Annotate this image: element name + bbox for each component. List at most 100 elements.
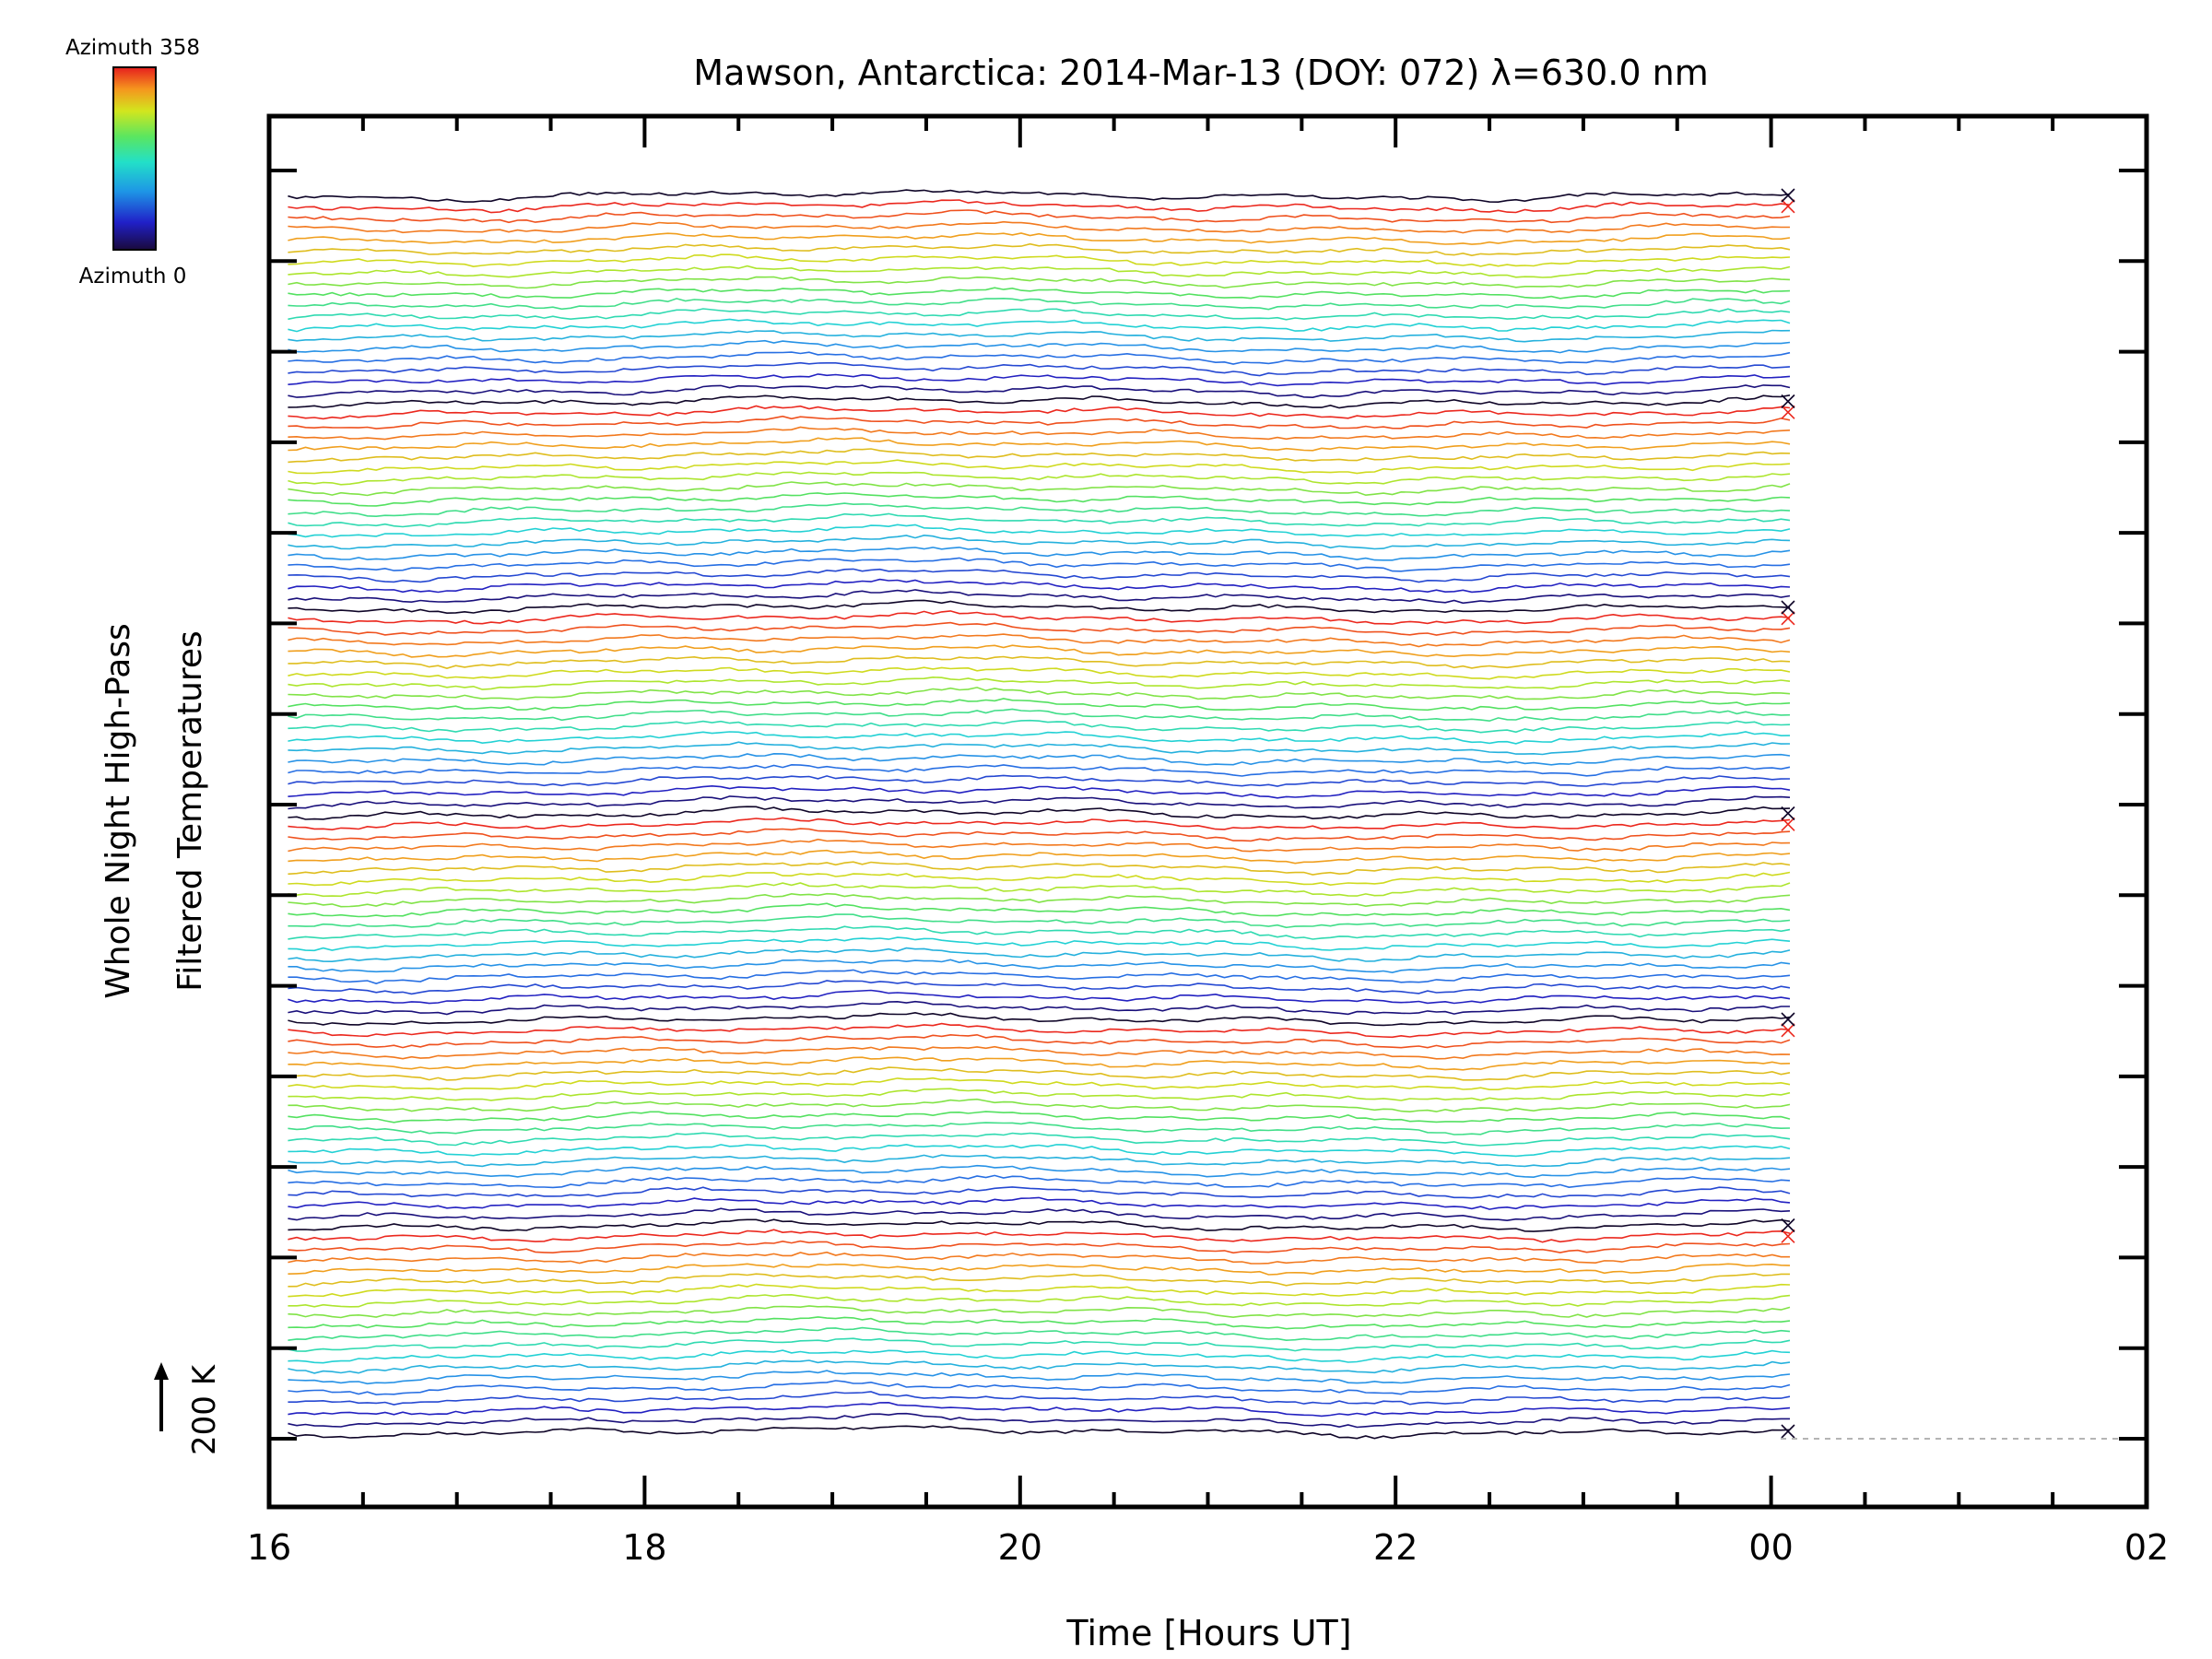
trace-line	[288, 524, 1791, 538]
trace-line	[288, 1045, 1791, 1060]
scale-bar-label: 200 K	[186, 1363, 223, 1455]
trace-line	[288, 1186, 1791, 1199]
trace-line	[288, 1251, 1790, 1265]
trace-line	[288, 492, 1791, 507]
trace-end-marker	[1781, 199, 1795, 214]
x-axis-label: Time [Hours UT]	[1065, 1613, 1351, 1653]
trace-line	[288, 1380, 1791, 1396]
trace-line	[288, 1022, 1791, 1039]
trace-line	[288, 242, 1791, 257]
trace-line	[288, 1011, 1791, 1027]
trace-line	[288, 719, 1791, 734]
x-tick-label: 02	[2124, 1527, 2169, 1568]
trace-end-marker	[1781, 188, 1795, 203]
trace-line	[288, 882, 1791, 898]
trace-end-marker	[1781, 806, 1795, 821]
trace-line	[288, 774, 1791, 787]
trace-line	[288, 795, 1791, 810]
trace-end-marker	[1781, 405, 1795, 419]
trace-line	[288, 265, 1791, 278]
trace-end-marker	[1781, 1023, 1795, 1038]
chart-title: Mawson, Antarctica: 2014-Mar-13 (DOY: 07…	[693, 53, 1708, 93]
trace-line	[288, 1359, 1791, 1374]
trace-line	[288, 1207, 1791, 1222]
trace-line	[288, 698, 1791, 712]
trace-line	[288, 578, 1791, 594]
y-axis-label-line2: Filtered Temperatures	[171, 630, 209, 992]
x-tick-label: 20	[998, 1527, 1042, 1568]
trace-line	[288, 189, 1791, 204]
trace-line	[288, 1154, 1791, 1168]
trace-line	[288, 1098, 1791, 1113]
trace-line	[288, 731, 1791, 745]
trace-line	[288, 936, 1791, 952]
trace-line	[288, 655, 1791, 670]
y-axis	[269, 169, 2147, 1441]
trace-line	[288, 666, 1791, 680]
trace-line	[288, 676, 1791, 690]
trace-line	[288, 329, 1791, 343]
trace-line	[288, 351, 1791, 365]
trace-line	[288, 373, 1791, 387]
trace-line	[288, 318, 1791, 333]
trace-line	[288, 1349, 1791, 1364]
trace-line	[288, 1033, 1791, 1049]
trace-line	[288, 471, 1791, 486]
trace-end-marker	[1781, 1424, 1795, 1439]
trace-line	[288, 633, 1791, 648]
trace-end-marker	[1781, 1218, 1795, 1233]
trace-line	[288, 512, 1791, 528]
trace-line	[288, 1111, 1791, 1124]
x-axis: 16 18 20 22 00 02	[247, 116, 2169, 1568]
trace-line	[288, 1412, 1790, 1429]
trace-line	[288, 1229, 1791, 1243]
trace-line	[288, 644, 1791, 658]
trace-end-marker	[1781, 817, 1795, 831]
y-axis-label-line1: Whole Night High-Pass	[100, 623, 137, 999]
trace-line	[288, 1326, 1791, 1342]
trace-line	[288, 1000, 1790, 1016]
trace-line	[288, 199, 1791, 214]
colorbar	[112, 66, 157, 251]
trace-end-marker	[1781, 1012, 1795, 1027]
trace-group	[288, 188, 1795, 1440]
trace-line	[288, 621, 1791, 636]
trace-line	[288, 534, 1791, 550]
trace-line	[288, 384, 1791, 399]
trace-line	[288, 1273, 1790, 1288]
trace-line	[288, 817, 1791, 831]
trace-line	[288, 361, 1791, 377]
trace-line	[288, 708, 1791, 723]
trace-line	[288, 1077, 1791, 1091]
x-tick-label: 22	[1373, 1527, 1418, 1568]
trace-line	[288, 1263, 1791, 1276]
trace-line	[288, 838, 1791, 853]
trace-line	[288, 1196, 1791, 1210]
trace-line	[288, 1316, 1791, 1330]
trace-line	[288, 1088, 1791, 1101]
trace-line	[288, 1174, 1791, 1189]
trace-line	[288, 276, 1791, 289]
trace-line	[288, 1370, 1791, 1385]
x-tick-label: 18	[622, 1527, 666, 1568]
trace-line	[288, 871, 1791, 887]
trace-line	[288, 339, 1791, 354]
trace-line	[288, 308, 1791, 321]
trace-line	[288, 1122, 1791, 1135]
trace-line	[288, 741, 1791, 756]
colorbar-bottom-label: Azimuth 0	[79, 265, 187, 288]
trace-end-marker	[1781, 611, 1795, 626]
trace-line	[288, 253, 1791, 268]
trace-line	[288, 1391, 1791, 1406]
trace-line	[288, 547, 1791, 561]
trace-line	[288, 1283, 1791, 1298]
colorbar-top-label: Azimuth 358	[65, 36, 200, 60]
trace-line	[288, 925, 1791, 940]
trace-line	[288, 861, 1791, 876]
trace-end-marker	[1781, 394, 1795, 409]
trace-line	[288, 502, 1791, 518]
trace-line	[288, 687, 1791, 700]
trace-line	[288, 426, 1791, 441]
trace-end-marker	[1781, 600, 1795, 615]
